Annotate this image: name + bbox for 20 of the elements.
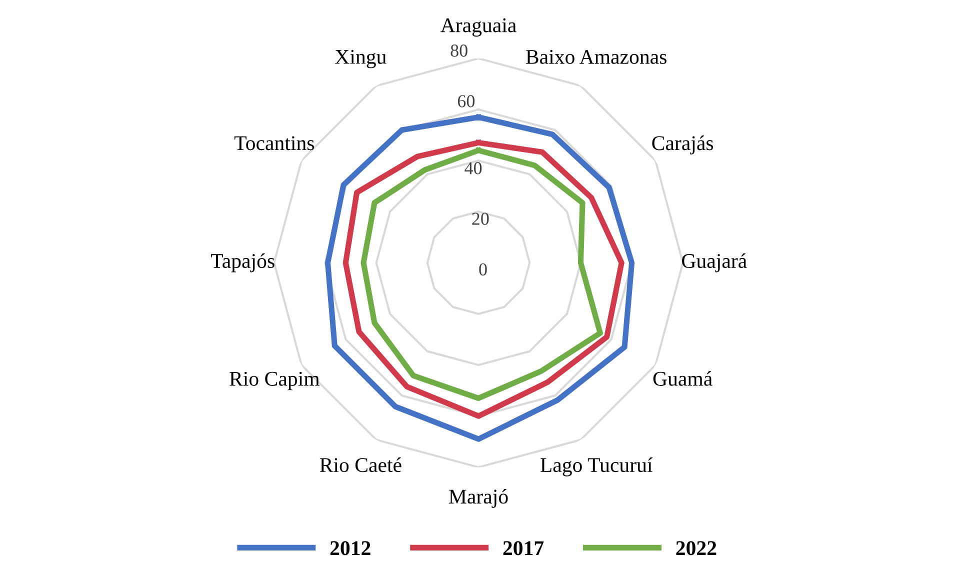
spoke-label: Rio Capim: [230, 372, 320, 390]
spoke-label: Tocantins: [234, 136, 314, 150]
spoke-label: Marajó: [449, 488, 508, 508]
y-tick-label: 0: [479, 263, 487, 276]
spoke-label: Xingu: [335, 50, 386, 68]
y-tick-label: 20: [472, 212, 489, 225]
spoke-label: Guamá: [653, 371, 712, 386]
legend-label: 2022: [676, 541, 716, 556]
y-tick-label: 80: [450, 44, 468, 57]
spoke-label: Baixo Amazonas: [526, 50, 666, 64]
spoke-label: Guajará: [682, 253, 747, 272]
spoke-label: Araguaia: [440, 18, 516, 37]
spoke-label: Carajás: [652, 136, 714, 154]
spoke-label: Lago Tucuruí: [540, 457, 653, 476]
y-tick-label: 40: [464, 162, 482, 174]
legend-label: 2017: [503, 541, 544, 556]
legend-label: 2012: [330, 541, 370, 556]
spoke-label: Rio Caeté: [320, 457, 402, 472]
y-tick-label: 60: [458, 95, 475, 108]
spoke-label: Tapajós: [210, 253, 274, 272]
